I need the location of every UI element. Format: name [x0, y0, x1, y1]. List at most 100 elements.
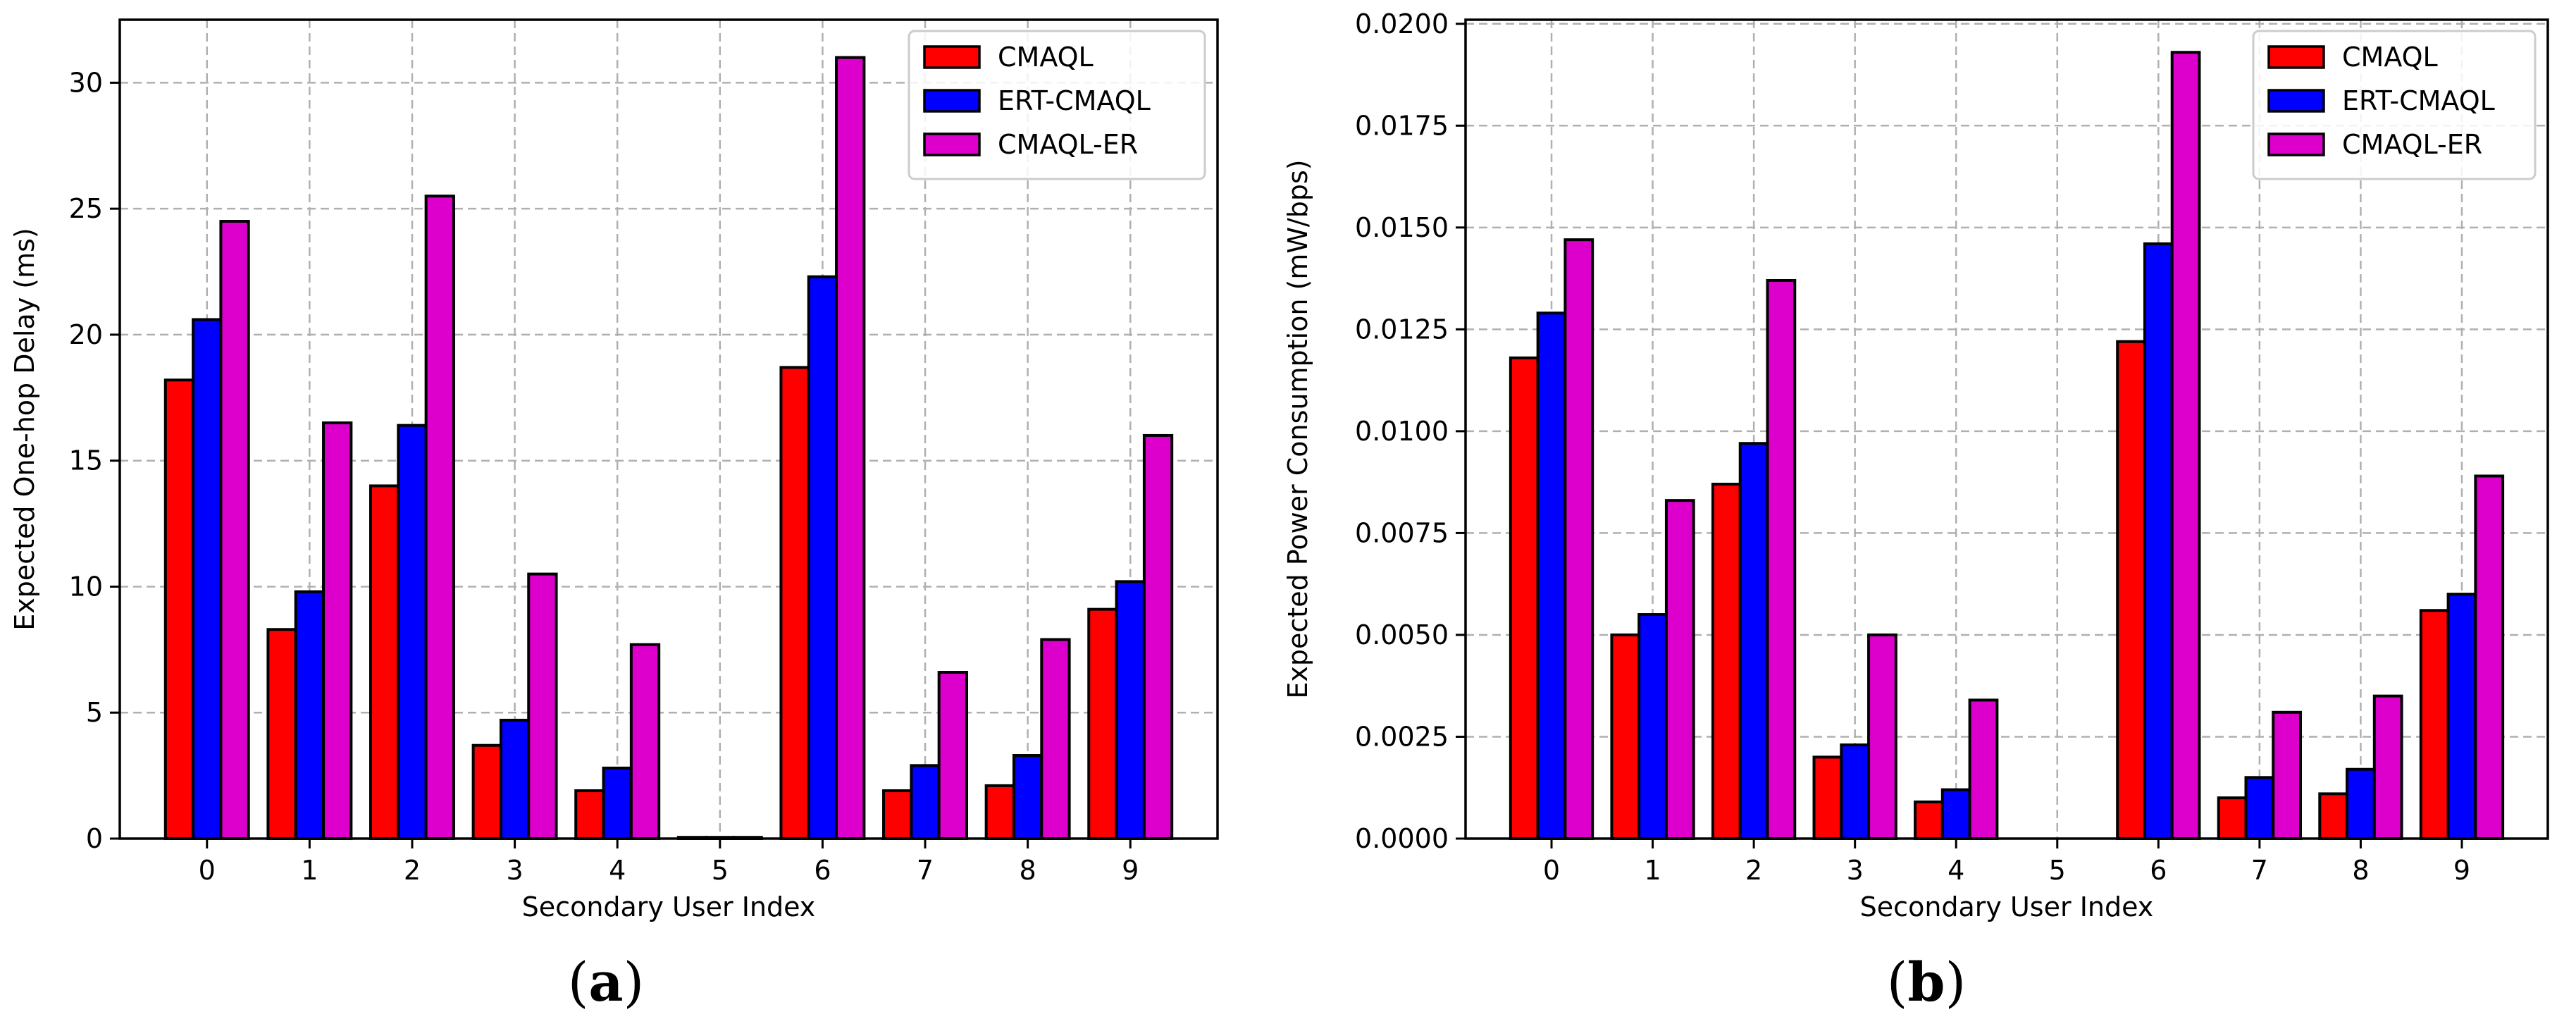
bar-ert-cmaql-4: [602, 766, 633, 841]
axes-frame: [1464, 18, 2549, 840]
x-tick-label: 5: [712, 855, 729, 886]
bar-cmaql-7: [882, 789, 913, 841]
y-tick-label: 25: [69, 193, 103, 224]
bar-cmaql-er-8: [1040, 638, 1071, 840]
bar-cmaql-6: [779, 366, 810, 840]
bar-cmaql-8: [2318, 792, 2349, 840]
bar-cmaql-2: [1711, 483, 1742, 841]
bar-cmaql-6: [2116, 340, 2146, 840]
x-tick-label: 8: [2352, 855, 2369, 886]
bar-cmaql-er-3: [527, 572, 558, 840]
x-axis-label: Secondary User Index: [522, 891, 816, 922]
bar-ert-cmaql-9: [1115, 580, 1146, 841]
legend-label-ert-cmaql: ERT-CMAQL: [2342, 85, 2495, 116]
legend-swatch-cmaql: [923, 45, 981, 69]
x-tick-label: 5: [2049, 855, 2066, 886]
legend-swatch-ert-cmaql: [2267, 89, 2325, 113]
legend-label-cmaql-er: CMAQL-ER: [2342, 129, 2482, 160]
y-tick-label: 0.0075: [1355, 517, 1449, 548]
bar-ert-cmaql-8: [2346, 767, 2376, 841]
y-tick-label: 0.0125: [1355, 314, 1449, 345]
x-tick-label: 0: [199, 855, 216, 886]
bar-cmaql-er-1: [322, 421, 353, 840]
bar-ert-cmaql-6: [2143, 242, 2174, 840]
legend-swatch-cmaql-er: [923, 132, 981, 156]
bar-cmaql-1: [1610, 633, 1641, 840]
legend-box: [908, 30, 1206, 180]
bar-ert-cmaql-9: [2446, 593, 2477, 840]
bar-cmaql-er-4: [1968, 698, 1999, 841]
bar-cmaql-3: [471, 743, 502, 841]
x-tick-label: 7: [2251, 855, 2268, 886]
y-tick-label: 0.0000: [1355, 823, 1449, 854]
bar-cmaql-er-0: [219, 220, 250, 840]
x-tick-label: 9: [2453, 855, 2470, 886]
x-axis-label: Secondary User Index: [1860, 891, 2154, 922]
y-axis-label: Expected One-hop Delay (ms): [9, 228, 40, 631]
bar-cmaql-er-2: [424, 194, 455, 840]
bar-ert-cmaql-1: [294, 590, 326, 840]
x-tick-label: 6: [814, 855, 831, 886]
bar-ert-cmaql-3: [1840, 743, 1871, 840]
legend-label-cmaql: CMAQL: [2342, 42, 2438, 73]
bar-ert-cmaql-2: [1738, 442, 1769, 840]
bar-cmaql-er-9: [2474, 474, 2505, 840]
bar-ert-cmaql-0: [192, 318, 223, 840]
bar-cmaql-er-6: [2170, 51, 2201, 840]
bar-cmaql-3: [1812, 755, 1843, 840]
y-tick-label: 0: [86, 823, 103, 854]
x-tick-label: 0: [1543, 855, 1560, 886]
bar-cmaql-er-8: [2372, 694, 2403, 840]
panel-caption: (b): [1887, 951, 1966, 1013]
legend: CMAQL ERT-CMAQL CMAQL-ER: [2252, 30, 2537, 180]
y-tick-label: 0.0025: [1355, 721, 1449, 752]
x-tick-label: 1: [301, 855, 318, 886]
y-tick-label: 20: [69, 319, 103, 350]
y-tick-label: 0.0100: [1355, 416, 1449, 447]
y-tick-label: 0.0175: [1355, 110, 1449, 141]
x-tick-label: 3: [506, 855, 523, 886]
bar-ert-cmaql-0: [1536, 311, 1567, 840]
y-tick-label: 0.0050: [1355, 619, 1449, 650]
bar-cmaql-er-3: [1867, 633, 1897, 840]
series-ert-cmaql: [1536, 242, 2477, 841]
bar-ert-cmaql-7: [910, 764, 941, 840]
x-tick-label: 2: [1745, 855, 1762, 886]
bar-cmaql-0: [1509, 356, 1540, 840]
x-tick-label: 2: [404, 855, 421, 886]
x-tick-label: 9: [1122, 855, 1139, 886]
chart-panel-a: 0 5 10 15 20 25 30 0 1 2 3 4 5 6 7 8 9 Secondary User Ind…: [9, 18, 1219, 1013]
series-cmaql-er: [1563, 51, 2505, 841]
bar-cmaql-er-9: [1142, 433, 1174, 840]
bar-cmaql-0: [163, 378, 195, 840]
bar-ert-cmaql-8: [1012, 754, 1044, 841]
bar-cmaql-9: [2419, 609, 2450, 841]
legend-label-cmaql: CMAQL: [998, 42, 1094, 73]
bar-cmaql-er-4: [629, 643, 661, 840]
y-tick-label: 5: [86, 697, 103, 728]
chart-panel-b: 0.0000 0.0025 0.0050 0.0075 0.0100 0.0125 0.01…: [1282, 8, 2549, 1013]
bar-cmaql-er-0: [1563, 238, 1594, 841]
x-tick-label: 8: [1020, 855, 1036, 886]
x-tick-label: 1: [1644, 855, 1661, 886]
x-tick-label: 6: [2150, 855, 2167, 886]
bar-ert-cmaql-4: [1940, 788, 1971, 840]
bar-ert-cmaql-1: [1637, 613, 1668, 840]
legend-swatch-cmaql: [2267, 45, 2325, 69]
x-tick-label: 7: [917, 855, 934, 886]
legend-label-ert-cmaql: ERT-CMAQL: [998, 85, 1151, 116]
axes-frame: [118, 18, 1219, 840]
bar-cmaql-2: [369, 484, 400, 840]
bar-ert-cmaql-7: [2244, 776, 2275, 840]
panel-caption: (a): [568, 951, 645, 1013]
bar-ert-cmaql-3: [499, 718, 531, 840]
x-tick-label: 4: [1948, 855, 1964, 886]
bar-cmaql-er-7: [937, 671, 968, 840]
y-tick-label: 0.0150: [1355, 212, 1449, 243]
bar-cmaql-er-2: [1766, 278, 1797, 840]
legend-swatch-cmaql-er: [2267, 132, 2325, 156]
bar-ert-cmaql-2: [397, 424, 428, 840]
legend-label-cmaql-er: CMAQL-ER: [998, 129, 1138, 160]
bar-cmaql-er-1: [1664, 499, 1695, 840]
bar-cmaql-4: [1914, 800, 1944, 840]
